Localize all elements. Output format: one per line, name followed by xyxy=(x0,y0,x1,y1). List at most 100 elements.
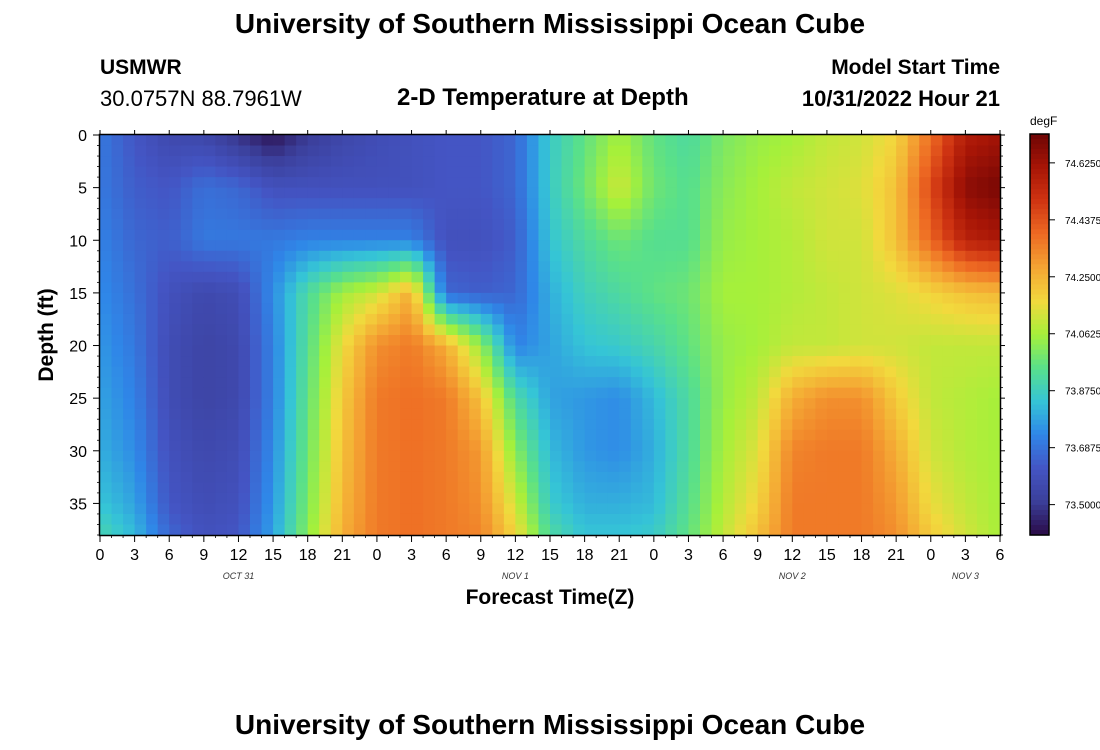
heatmap-cell xyxy=(480,177,493,189)
heatmap-cell xyxy=(411,292,424,305)
heatmap-cell xyxy=(688,208,701,220)
heatmap-cell xyxy=(873,208,886,220)
heatmap-cell xyxy=(723,229,736,241)
heatmap-cell xyxy=(676,145,690,157)
heatmap-cell xyxy=(873,261,886,273)
heatmap-cell xyxy=(861,366,874,378)
heatmap-cell xyxy=(446,408,459,420)
heatmap-cell xyxy=(919,429,932,441)
heatmap-cell xyxy=(342,208,355,220)
heatmap-cell xyxy=(850,471,863,483)
heatmap-cell xyxy=(976,313,990,326)
heatmap-cell xyxy=(769,166,782,178)
heatmap-cell xyxy=(642,513,655,526)
heatmap-cell xyxy=(169,135,182,147)
heatmap-cell xyxy=(584,261,597,273)
heatmap-cell xyxy=(573,345,586,357)
heatmap-cell xyxy=(192,440,205,452)
heatmap-cell xyxy=(330,335,343,347)
heatmap-cell xyxy=(907,282,920,294)
heatmap-cell xyxy=(134,440,147,452)
heatmap-cell xyxy=(134,482,147,494)
heatmap-cell xyxy=(607,492,620,505)
heatmap-cell xyxy=(100,429,113,441)
heatmap-cell xyxy=(273,450,286,462)
colorbar-swatch xyxy=(1030,284,1049,290)
heatmap-cell xyxy=(492,440,505,452)
heatmap-cell xyxy=(780,271,793,283)
heatmap-cell xyxy=(734,356,747,368)
heatmap-cell xyxy=(584,177,597,189)
heatmap-cell xyxy=(919,461,932,473)
heatmap-cell xyxy=(146,356,159,368)
heatmap-cell xyxy=(642,250,655,262)
colorbar-swatch xyxy=(1030,529,1049,536)
heatmap-cell xyxy=(492,366,505,378)
heatmap-cell xyxy=(953,387,966,399)
heatmap-cell xyxy=(146,187,159,199)
heatmap-cell xyxy=(907,513,920,526)
heatmap-cell xyxy=(561,240,574,252)
heatmap-cell xyxy=(619,335,632,347)
heatmap-cell xyxy=(515,219,528,231)
heatmap-cell xyxy=(376,292,390,305)
heatmap-cell xyxy=(746,135,759,147)
heatmap-cell xyxy=(111,135,124,147)
heatmap-cell xyxy=(342,335,355,347)
heatmap-cell xyxy=(769,450,782,462)
heatmap-cell xyxy=(653,261,666,273)
heatmap-cell xyxy=(596,513,609,526)
heatmap-cell xyxy=(330,303,343,315)
heatmap-cell xyxy=(700,198,713,210)
heatmap-cell xyxy=(757,292,770,305)
heatmap-cell xyxy=(469,177,482,189)
heatmap-cell xyxy=(665,377,678,389)
heatmap-cell xyxy=(157,429,170,441)
heatmap-cell xyxy=(515,208,528,220)
heatmap-cell xyxy=(388,356,401,368)
heatmap-cell xyxy=(203,282,216,294)
heatmap-cell xyxy=(388,145,401,157)
heatmap-cell xyxy=(469,229,482,241)
heatmap-cell xyxy=(307,177,320,189)
heatmap-cell xyxy=(723,408,736,420)
heatmap-cell xyxy=(861,229,874,241)
heatmap-cell xyxy=(688,166,701,178)
heatmap-cell xyxy=(169,429,182,441)
heatmap-cell xyxy=(688,419,701,431)
heatmap-cell xyxy=(365,156,378,168)
heatmap-cell xyxy=(896,356,909,368)
heatmap-cell xyxy=(365,261,378,273)
heatmap-cell xyxy=(676,513,690,526)
heatmap-cell xyxy=(538,303,551,315)
heatmap-cell xyxy=(815,513,828,526)
heatmap-cell xyxy=(273,503,286,515)
heatmap-cell xyxy=(665,471,678,483)
heatmap-cell xyxy=(226,419,240,431)
heatmap-cell xyxy=(896,219,909,231)
heatmap-cell xyxy=(780,503,793,515)
heatmap-cell xyxy=(826,240,840,252)
heatmap-cell xyxy=(596,461,609,473)
heatmap-cell xyxy=(538,145,551,157)
heatmap-cell xyxy=(630,313,643,326)
heatmap-cell xyxy=(215,229,228,241)
heatmap-cell xyxy=(757,166,770,178)
heatmap-cell xyxy=(215,156,228,168)
heatmap-cell xyxy=(619,271,632,283)
heatmap-cell xyxy=(850,429,863,441)
colorbar-tick-label: 73.8750 xyxy=(1065,387,1100,398)
heatmap-cell xyxy=(423,503,436,515)
heatmap-cell xyxy=(676,229,690,241)
heatmap-cell xyxy=(757,303,770,315)
heatmap-cell xyxy=(769,345,782,357)
heatmap-cell xyxy=(457,429,470,441)
colorbar-swatch xyxy=(1030,404,1049,411)
heatmap-cell xyxy=(400,219,413,231)
heatmap-cell xyxy=(769,261,782,273)
heatmap-cell xyxy=(515,135,528,147)
heatmap-cell xyxy=(388,492,401,505)
heatmap-cell xyxy=(873,408,886,420)
heatmap-cell xyxy=(596,408,609,420)
heatmap-cell xyxy=(284,208,297,220)
